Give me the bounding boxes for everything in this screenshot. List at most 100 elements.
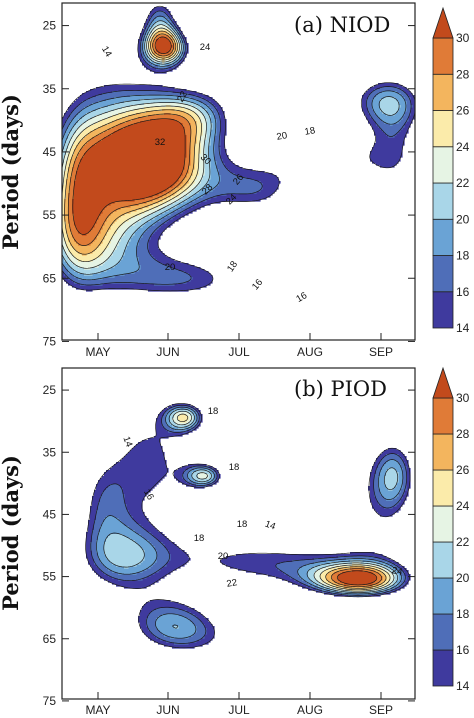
colorbar-bin — [432, 110, 454, 148]
panel-b-y-axis-label: Period (days) — [0, 455, 23, 611]
x-tick-label: JUN — [156, 703, 179, 717]
y-tick-label: 45 — [43, 507, 57, 521]
colorbar-bin — [432, 182, 454, 220]
x-tick-label: SEP — [369, 345, 393, 359]
contour-line-30 — [72, 36, 186, 235]
x-tick-label: MAY — [85, 703, 110, 717]
y-tick-label: 25 — [43, 19, 57, 33]
colorbar-bin — [432, 255, 454, 293]
colorbar-bin — [432, 649, 454, 687]
colorbar-bin — [432, 291, 454, 329]
contour-line-28 — [330, 568, 383, 588]
colorbar-bin — [432, 613, 454, 651]
contour-line-20 — [103, 408, 399, 629]
contour-label: 18 — [304, 125, 316, 138]
colorbar-bin — [432, 37, 454, 75]
y-tick-label: 45 — [43, 145, 57, 159]
contour-line-28 — [67, 33, 192, 246]
contour-label: 14 — [120, 435, 134, 449]
contour-line-16 — [62, 10, 412, 286]
y-tick-label: 55 — [43, 208, 57, 222]
colorbar-label: 20 — [456, 571, 470, 585]
contour-label: 20 — [218, 551, 229, 562]
colorbar-label: 30 — [456, 391, 470, 405]
colorbar-label: 22 — [456, 535, 470, 549]
contour-line-22 — [62, 24, 207, 269]
colorbar-label: 24 — [456, 499, 470, 513]
colorbar-label: 30 — [456, 31, 470, 45]
y-tick-label: 35 — [43, 82, 57, 96]
colorbar-bin — [432, 541, 454, 579]
x-tick-label: JUL — [228, 345, 250, 359]
x-tick-label: MAY — [85, 345, 110, 359]
contour-label: 14 — [99, 44, 114, 59]
colorbar-label: 20 — [456, 212, 470, 226]
panel-b-title: (b) PIOD — [294, 377, 387, 401]
contour-label: 14 — [263, 519, 277, 533]
colorbar-label: 18 — [456, 607, 470, 621]
contour-line-18 — [62, 15, 407, 281]
contour-band-24 — [62, 29, 203, 262]
y-tick-label: 35 — [43, 445, 57, 459]
x-tick-label: SEP — [369, 703, 393, 717]
contour-lines — [85, 403, 411, 649]
y-tick-label: 55 — [43, 570, 57, 584]
contour-line-26 — [64, 30, 197, 255]
panel-b-y-ticks: 25 35 45 55 65 75 — [43, 383, 415, 708]
colorbar-label: 26 — [456, 463, 470, 477]
y-tick-label: 75 — [43, 334, 57, 348]
colorbar-label: 14 — [456, 679, 470, 693]
colorbar-bin — [432, 505, 454, 543]
colorbar-label: 26 — [456, 104, 470, 118]
contour-label: 16 — [141, 487, 156, 502]
colorbar-extend-max — [432, 366, 454, 399]
panel-b-x-ticks: MAY JUN JUL AUG SEP — [85, 692, 393, 717]
panel-a-contour-field — [62, 5, 415, 292]
contour-line-14 — [62, 5, 415, 292]
contour-label: 22 — [226, 577, 238, 590]
contour-label: 24 — [391, 565, 403, 578]
colorbar-bin — [432, 469, 454, 507]
x-tick-label: AUG — [297, 703, 323, 717]
colorbar-label: 28 — [456, 427, 470, 441]
contour-label: 18 — [225, 259, 240, 274]
colorbar-bin — [432, 218, 454, 256]
contour-label: 18 — [229, 462, 240, 473]
contour-label: 18 — [237, 519, 248, 530]
panel-a-y-axis-label: Period (days) — [0, 94, 23, 250]
colorbar-label: 24 — [456, 140, 470, 154]
panel-b-contour-labels: 14 14 16 18 18 18 18 20 22 24 — [120, 406, 403, 590]
contour-label: 22 — [175, 89, 190, 104]
contour-label: 32 — [155, 137, 166, 148]
panel-a-y-ticks: 25 35 45 55 65 75 — [43, 19, 415, 348]
y-tick-label: 25 — [43, 383, 57, 397]
x-tick-label: JUN — [156, 345, 179, 359]
panel-b-piod: 14 14 16 18 18 18 18 20 22 24 25 35 45 55 65 75 MAY JUN… — [0, 367, 416, 717]
contour-line-24 — [176, 413, 391, 591]
panel-a-title: (a) NIOD — [294, 13, 390, 37]
contour-label: 16 — [294, 290, 309, 305]
colorbar-label: 22 — [456, 176, 470, 190]
contour-label: 18 — [194, 533, 205, 544]
contour-line-16 — [90, 404, 408, 644]
x-tick-label: AUG — [297, 345, 323, 359]
colorbar-b: 14 16 18 20 22 24 26 28 30 — [432, 366, 470, 693]
colorbar-bin — [432, 433, 454, 471]
colorbar-a: 14 16 18 20 22 24 26 28 30 — [432, 6, 470, 335]
colorbar-label: 16 — [456, 285, 470, 299]
x-tick-label: JUL — [228, 703, 250, 717]
colorbar-bin — [432, 577, 454, 615]
contour-band-16 — [90, 406, 407, 645]
colorbar-bin — [432, 73, 454, 111]
y-tick-label: 65 — [43, 271, 57, 285]
contour-line-14 — [85, 403, 411, 649]
contour-label: 16 — [250, 277, 265, 292]
contour-band-22 — [62, 25, 207, 270]
panel-b-contour-field — [85, 403, 411, 649]
y-tick-label: 75 — [43, 694, 57, 708]
colorbar-label: 16 — [456, 643, 470, 657]
contour-line-26 — [325, 566, 387, 589]
